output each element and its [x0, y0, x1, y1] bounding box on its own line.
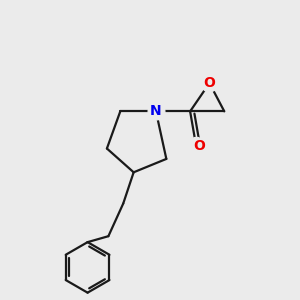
Text: O: O	[193, 139, 205, 152]
Text: O: O	[203, 76, 215, 90]
Text: N: N	[150, 104, 162, 118]
